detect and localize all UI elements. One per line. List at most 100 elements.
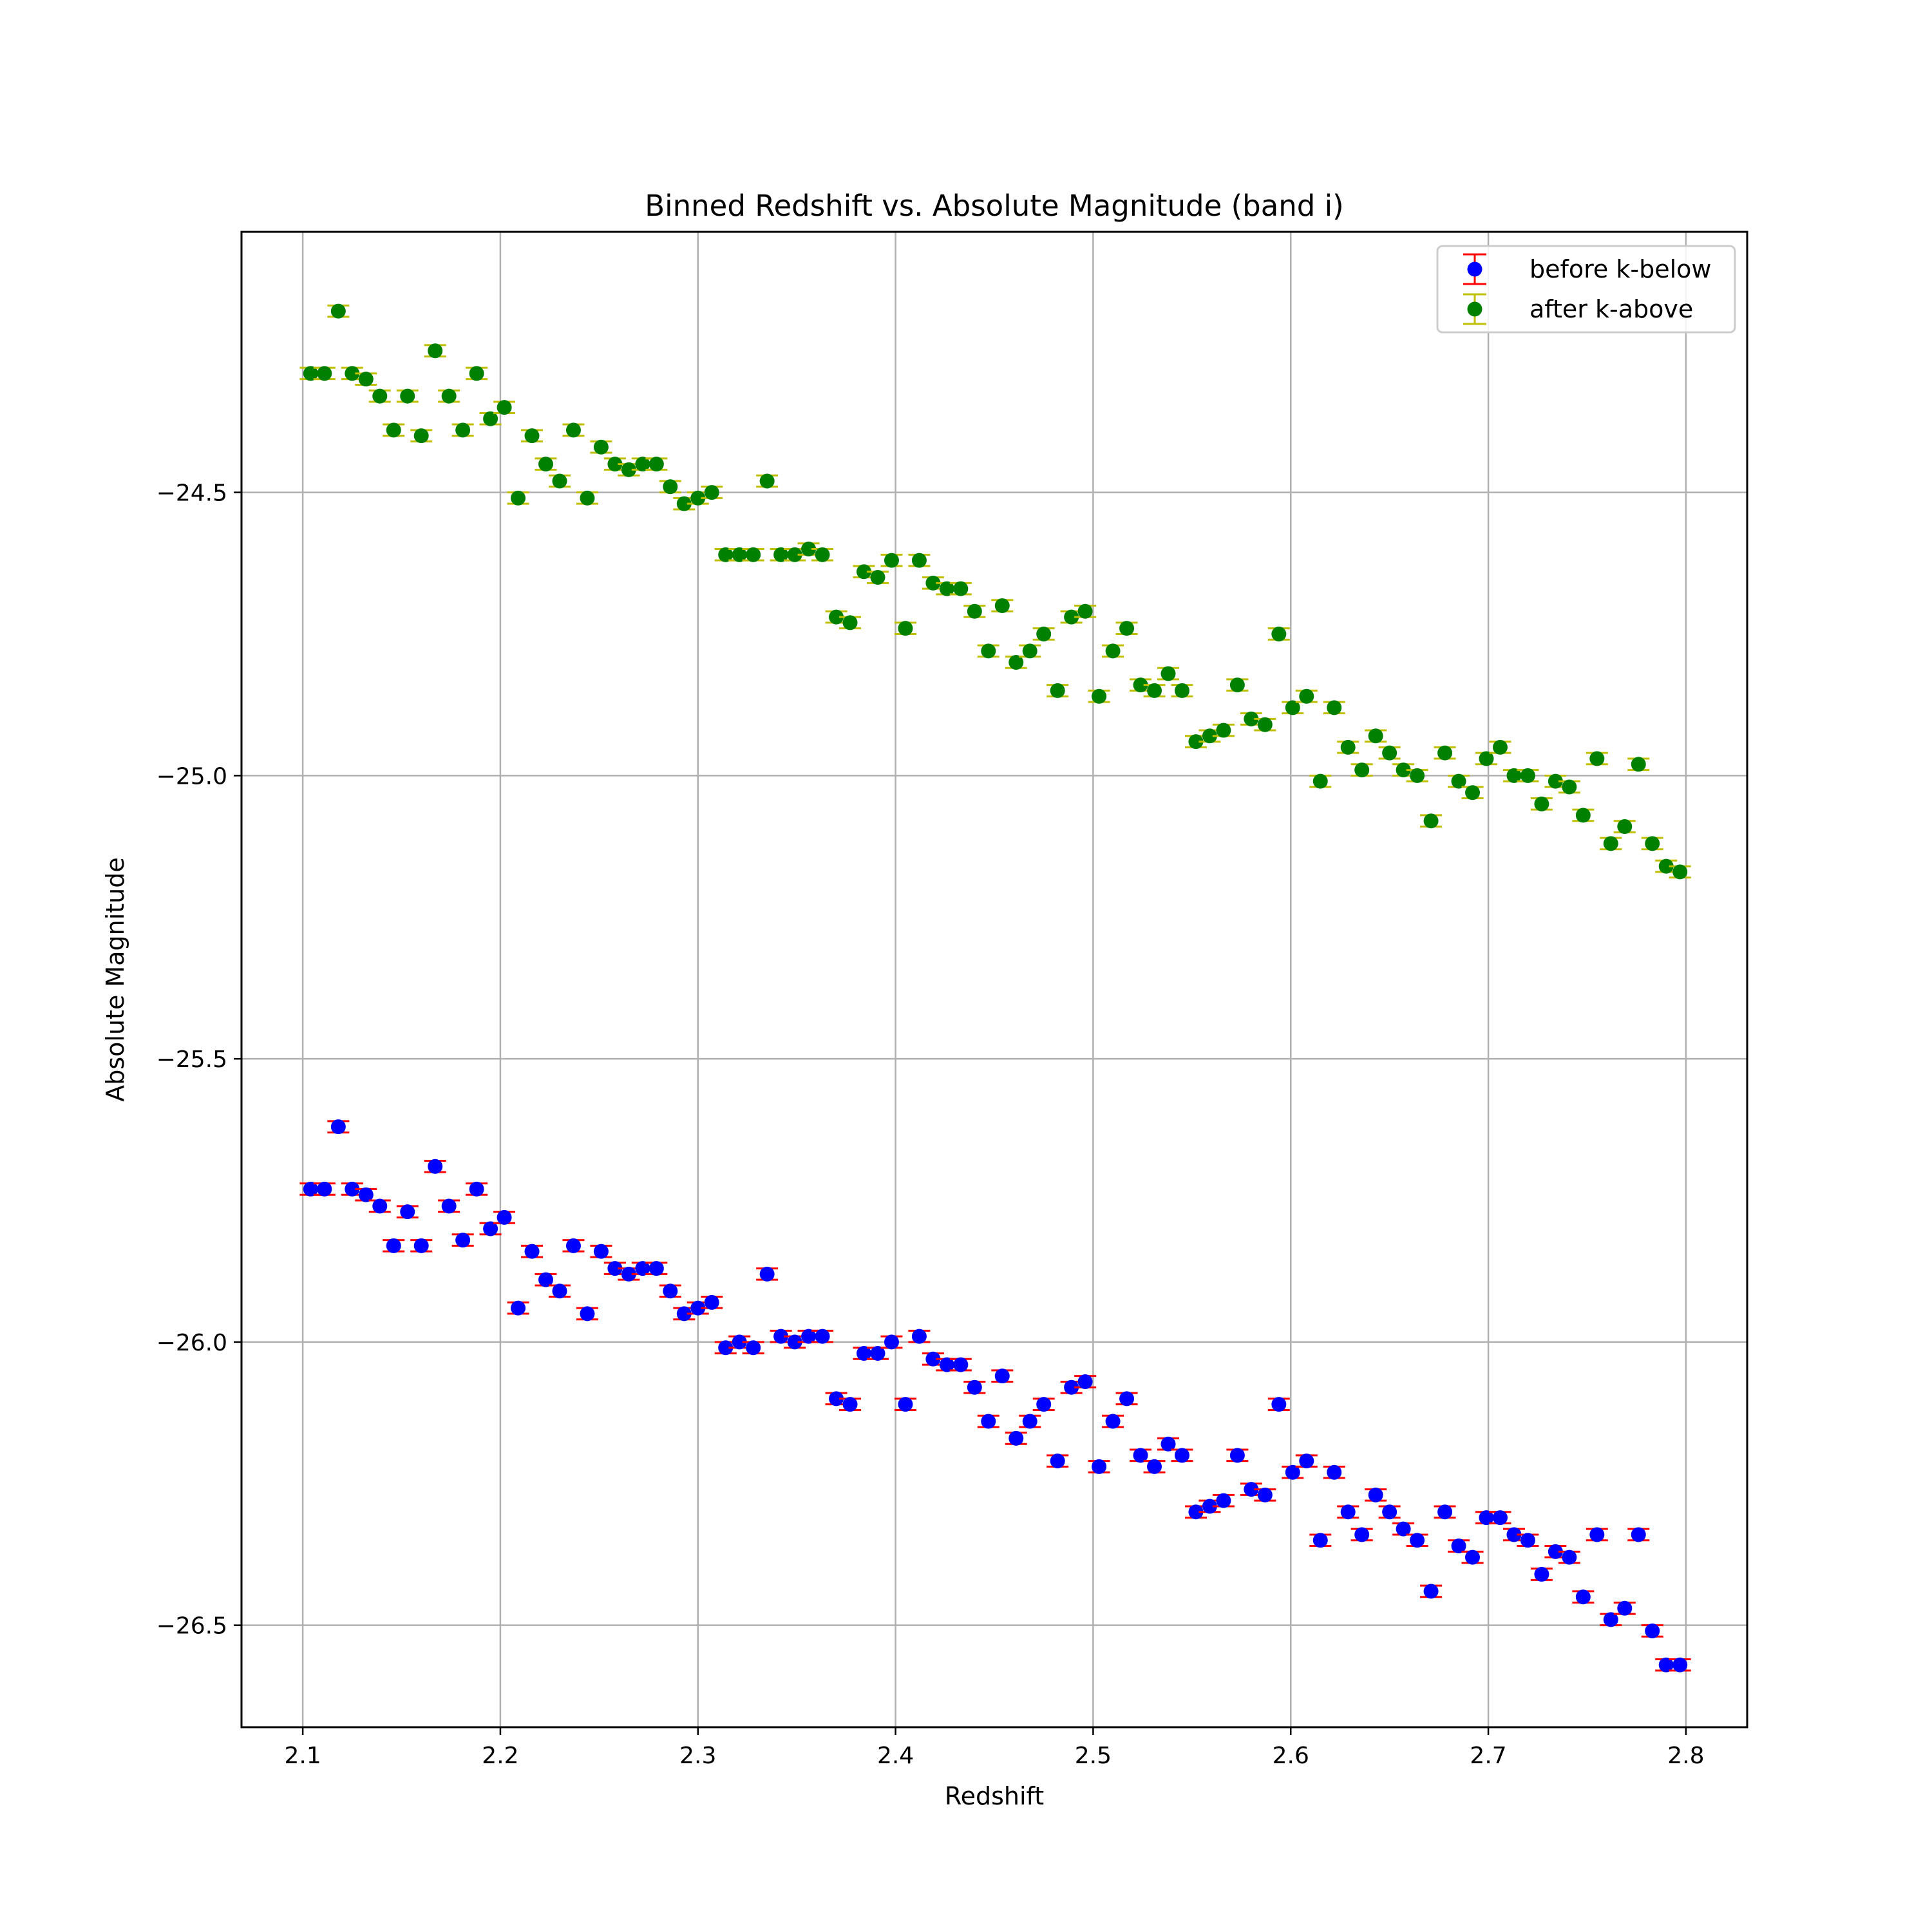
data-point [538,457,554,472]
data-point [1312,773,1328,789]
series-layer [299,303,1691,1672]
data-point [759,473,775,489]
data-point [400,1204,415,1220]
x-tick-label: 2.4 [877,1743,914,1769]
data-point [372,388,388,404]
data-point [829,609,844,625]
legend-box [1436,245,1736,334]
data-point [911,1329,927,1344]
data-point [925,575,941,591]
data-point [1492,739,1508,755]
data-point [1465,1549,1481,1565]
data-point [524,428,540,444]
legend-marker [1467,301,1482,317]
data-point [994,598,1010,613]
data-point [759,1266,775,1282]
data-point [372,1198,388,1214]
data-point [1479,1510,1494,1526]
data-point [676,1306,692,1321]
y-tick-label: −24.5 [156,480,227,507]
data-point [565,422,581,438]
data-point [981,643,996,659]
x-tick-label: 2.7 [1470,1743,1506,1769]
x-tick-label: 2.2 [482,1743,518,1769]
data-point [884,1334,899,1350]
data-point [538,1272,554,1287]
data-point [303,366,318,381]
data-point [1562,779,1577,795]
data-point [552,1283,567,1299]
data-point [303,1181,318,1197]
data-point [1174,683,1189,698]
data-point [856,564,871,580]
x-tick-label: 2.8 [1667,1743,1704,1769]
data-point [1119,1391,1135,1406]
data-point [1645,836,1660,851]
data-point [428,1159,443,1174]
data-point [953,1357,969,1372]
data-point [842,615,858,630]
data-point [801,542,817,557]
data-point [413,428,429,444]
data-point [1022,643,1037,659]
data-point [455,422,471,438]
data-point [469,1181,484,1197]
data-point [483,411,498,426]
data-point [815,1329,830,1344]
data-point [939,1357,954,1372]
data-point [635,1261,650,1276]
data-point [455,1233,471,1248]
data-point [1465,785,1481,800]
data-point [1147,1459,1162,1474]
data-point [1216,723,1231,738]
data-point [1382,745,1397,761]
data-point [1257,1487,1273,1502]
data-point [1631,757,1646,772]
data-point [552,473,567,489]
data-point [718,547,734,562]
data-point [1368,728,1383,744]
data-point [1506,1527,1522,1542]
x-tick-label: 2.1 [284,1743,321,1769]
data-point [1354,1527,1370,1542]
data-point [967,603,982,619]
data-point [386,1238,401,1253]
data-point [1479,751,1494,766]
data-point [1534,796,1549,811]
data-point [1244,711,1259,726]
data-point [1229,677,1245,693]
data-point [1105,643,1121,659]
series-1 [299,1119,1691,1672]
data-point [317,1181,332,1197]
data-point [1410,1533,1425,1548]
data-point [580,490,595,506]
data-point [400,388,415,404]
data-point [856,1346,871,1361]
data-point [358,1187,374,1202]
data-point [330,303,346,319]
data-point [746,1340,761,1356]
data-point [870,1346,886,1361]
data-point [607,457,623,472]
data-point [704,1294,719,1310]
data-point [1520,768,1535,783]
data-point [1285,1464,1300,1480]
data-point [1285,700,1300,715]
data-point [842,1397,858,1412]
data-point [1437,1504,1453,1520]
data-point [1299,1454,1314,1469]
data-point [1160,1436,1176,1452]
x-tick-label: 2.5 [1075,1743,1112,1769]
data-point [1451,1539,1466,1554]
data-point [1050,1454,1065,1469]
data-point [1160,666,1176,681]
y-tick-label: −26.0 [156,1330,227,1356]
data-point [1354,762,1370,778]
data-point [607,1261,623,1276]
y-axis-label: Absolute Magnitude [101,857,129,1101]
data-point [870,570,886,585]
legend: before k-below after k-above [1436,245,1736,334]
data-point [1105,1414,1121,1429]
data-point [330,1119,346,1135]
legend-label: after k-above [1530,295,1693,323]
